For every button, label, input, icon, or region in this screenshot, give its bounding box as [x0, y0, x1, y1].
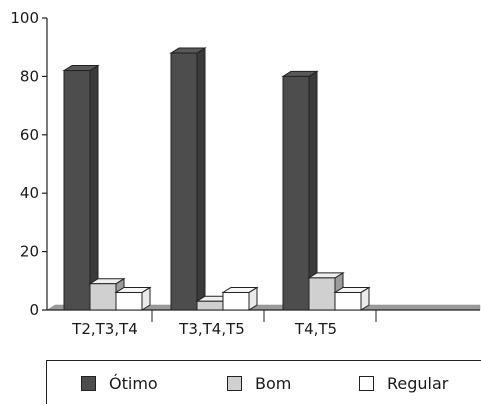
legend-item-bom: Bom — [227, 374, 291, 393]
bar-otimo — [169, 47, 207, 311]
bar-side — [196, 47, 206, 311]
x-tick-label: T3,T4,T5 — [178, 320, 245, 338]
bar-front — [308, 277, 336, 311]
legend-item-otimo: Ótimo — [81, 374, 158, 393]
legend: Ótimo Bom Regular — [46, 360, 481, 404]
legend-swatch-bom — [227, 376, 242, 391]
bar-front — [196, 300, 224, 311]
bar-side — [89, 64, 99, 311]
bar-regular — [221, 286, 259, 311]
legend-swatch-regular — [359, 376, 374, 391]
bar-front — [170, 52, 198, 311]
y-tick-label: 60 — [20, 126, 39, 144]
x-tick-label: T4,T5 — [294, 320, 337, 338]
legend-label-otimo: Ótimo — [109, 374, 158, 393]
bar-front — [334, 291, 362, 311]
bar-front — [63, 70, 91, 311]
y-tick-label: 40 — [20, 184, 39, 202]
y-tick-label: 20 — [20, 243, 39, 261]
bar-front — [89, 283, 117, 311]
legend-item-regular: Regular — [359, 374, 448, 393]
bar-otimo — [62, 64, 100, 311]
legend-label-regular: Regular — [387, 374, 449, 393]
bar-otimo — [281, 70, 319, 311]
legend-swatch-otimo — [81, 376, 96, 391]
legend-label-bom: Bom — [255, 374, 292, 393]
bar-regular — [333, 286, 371, 311]
bar-front — [222, 291, 250, 311]
x-tick-label: T2,T3,T4 — [71, 320, 138, 338]
y-tick-label: 100 — [10, 9, 39, 27]
bar-front — [115, 291, 143, 311]
bar-regular — [114, 286, 152, 311]
y-tick-label: 0 — [29, 301, 39, 319]
y-tick-label: 80 — [20, 67, 39, 85]
bar-chart: 0 20 40 60 80 100 T2,T3,T4 T3,T4,T5 T4,T5 — [10, 9, 481, 338]
bar-front — [282, 75, 310, 311]
